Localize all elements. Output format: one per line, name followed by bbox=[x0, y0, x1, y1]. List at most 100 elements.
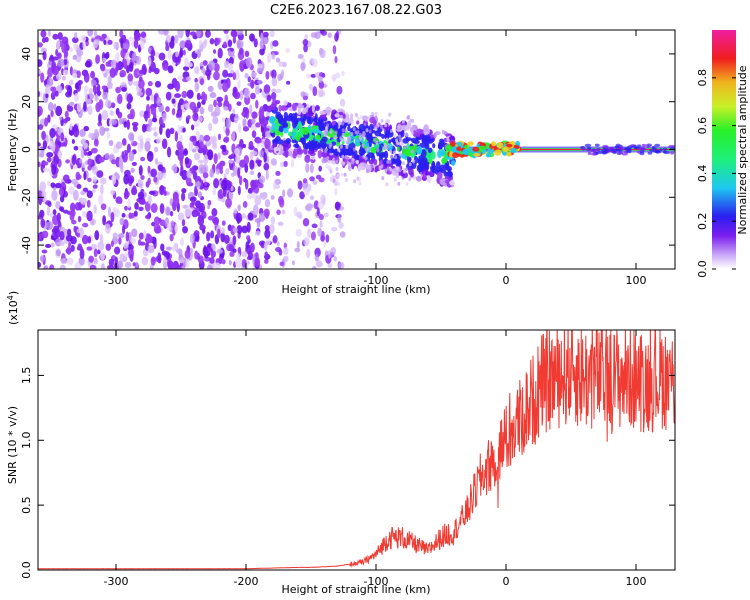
spectral-blob bbox=[84, 70, 88, 78]
spectral-blob bbox=[194, 250, 199, 260]
spectral-blob bbox=[105, 243, 112, 251]
spectral-blob bbox=[235, 153, 241, 164]
spectral-blob bbox=[487, 148, 494, 155]
spectral-blob bbox=[334, 55, 338, 64]
spectral-blob bbox=[171, 108, 176, 116]
spectral-blob bbox=[254, 86, 261, 95]
spectral-blob bbox=[205, 30, 211, 38]
spectral-blob bbox=[270, 216, 276, 225]
spectral-blob bbox=[106, 81, 113, 90]
spectral-blob bbox=[315, 134, 321, 140]
spectral-blob bbox=[98, 156, 105, 163]
spectral-blob bbox=[316, 207, 320, 217]
spectral-blob bbox=[402, 169, 406, 174]
spectral-blob bbox=[92, 176, 98, 183]
spectral-blob bbox=[134, 202, 139, 210]
spectral-blob bbox=[336, 85, 343, 95]
spectral-blob bbox=[87, 158, 93, 166]
spectral-blob bbox=[185, 177, 192, 186]
spectral-blob bbox=[274, 178, 281, 185]
spectral-blob bbox=[46, 156, 52, 163]
spectral-blob bbox=[69, 79, 74, 86]
spectral-blob bbox=[198, 202, 206, 213]
spectral-blob bbox=[38, 161, 41, 167]
spectral-blob bbox=[179, 157, 184, 167]
spectral-blob bbox=[148, 190, 156, 195]
spectral-blob bbox=[118, 236, 122, 245]
spectral-blob bbox=[279, 198, 285, 208]
colorbar-tick-label: 0.8 bbox=[696, 69, 709, 87]
spectral-blob bbox=[91, 243, 97, 250]
spectral-blob bbox=[77, 243, 83, 251]
spectral-blob bbox=[248, 250, 253, 260]
spectral-blob bbox=[255, 139, 262, 144]
spectral-blob bbox=[87, 30, 94, 37]
spectral-blob bbox=[221, 220, 226, 226]
spectral-blob bbox=[221, 227, 225, 234]
spectral-blob bbox=[314, 113, 318, 122]
spectral-blob bbox=[57, 32, 63, 40]
spectral-blob bbox=[196, 30, 202, 38]
spectral-blob bbox=[281, 209, 286, 215]
spectral-blob bbox=[232, 248, 237, 253]
spectral-blob bbox=[337, 181, 341, 186]
spectral-blob bbox=[228, 103, 232, 112]
spectral-blob bbox=[463, 144, 469, 150]
spectral-blob bbox=[167, 260, 174, 269]
colorbar-tick-label: 0.0 bbox=[696, 260, 709, 278]
spectral-blob bbox=[213, 63, 220, 73]
spectral-blob bbox=[76, 70, 81, 79]
spectral-blob bbox=[179, 49, 184, 58]
y-tick-label: 0.0 bbox=[20, 561, 33, 579]
spectral-blob bbox=[472, 146, 480, 152]
spectral-blob bbox=[74, 262, 81, 269]
spectral-blob bbox=[312, 180, 318, 185]
spectral-blob bbox=[38, 212, 43, 218]
spectral-blob bbox=[423, 137, 431, 146]
spectral-blob bbox=[38, 105, 43, 117]
spectral-blob bbox=[278, 104, 282, 112]
spectral-blob bbox=[450, 160, 456, 166]
spectral-blob bbox=[394, 155, 398, 160]
spectral-blob bbox=[234, 147, 240, 156]
spectral-blob bbox=[124, 261, 132, 269]
spectral-blob bbox=[242, 126, 250, 132]
spectral-blob bbox=[329, 177, 333, 182]
spectral-blob bbox=[662, 147, 668, 151]
spectral-blob bbox=[319, 220, 323, 228]
spectral-blob bbox=[311, 58, 318, 68]
spectral-blob bbox=[306, 73, 311, 79]
spectral-blob bbox=[88, 255, 94, 263]
spectral-blob bbox=[174, 223, 178, 234]
spectral-blob bbox=[589, 148, 596, 152]
spectral-blob bbox=[258, 175, 266, 184]
snr-scale-factor: (x104) bbox=[6, 291, 20, 325]
spectral-blob bbox=[169, 127, 175, 135]
spectral-blob bbox=[409, 150, 417, 159]
spectral-blob bbox=[369, 123, 374, 131]
spectral-blob bbox=[234, 113, 239, 119]
spectral-blob bbox=[213, 49, 217, 54]
spectral-blob bbox=[87, 177, 92, 183]
spectral-blob bbox=[107, 206, 112, 218]
spectral-blob bbox=[309, 176, 315, 182]
spectral-blob bbox=[398, 171, 402, 176]
spectral-blob bbox=[339, 231, 346, 238]
spectral-blob bbox=[65, 159, 71, 164]
spectral-blob bbox=[122, 224, 126, 235]
spectral-blob bbox=[276, 241, 280, 247]
spectral-blob bbox=[222, 69, 229, 78]
spectral-blob bbox=[151, 126, 157, 132]
spectral-blob bbox=[219, 169, 223, 175]
spectral-blob bbox=[397, 159, 402, 166]
spectral-blob bbox=[270, 195, 275, 200]
spectral-blob bbox=[241, 111, 246, 117]
spectral-blob bbox=[594, 143, 600, 147]
y-tick-label: -20 bbox=[20, 188, 33, 206]
spectral-blob bbox=[295, 228, 303, 237]
spectral-blob bbox=[121, 213, 126, 218]
spectral-blob bbox=[143, 110, 149, 116]
spectral-blob bbox=[182, 127, 186, 133]
spectral-blob bbox=[365, 169, 369, 174]
x-tick-label: 0 bbox=[503, 274, 510, 287]
